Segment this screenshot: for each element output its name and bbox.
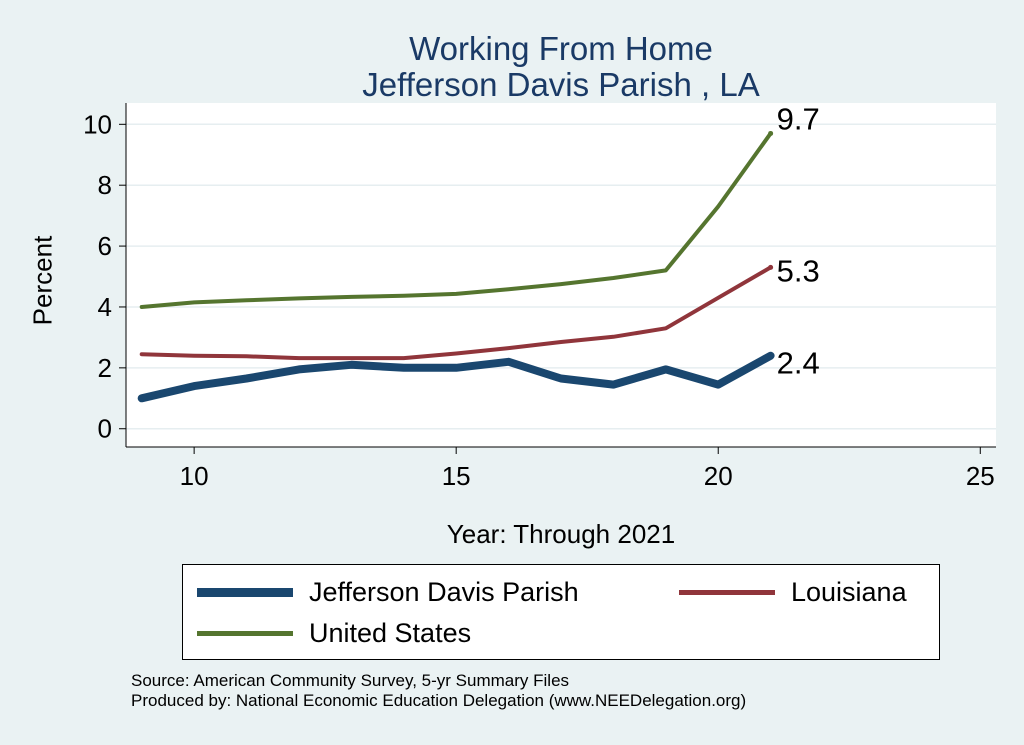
series-line-2: [139, 131, 773, 309]
legend-swatch-united-states: [197, 631, 293, 636]
legend-swatch-louisiana: [679, 590, 775, 595]
plot-area: [126, 103, 996, 447]
source-note: Source: American Community Survey, 5-yr …: [131, 671, 746, 711]
y-tick-label-10: 10: [83, 109, 112, 139]
x-axis-label: Year: Through 2021: [446, 519, 676, 549]
legend-item-louisiana: Louisiana: [679, 577, 907, 608]
legend-item-jefferson-davis: Jefferson Davis Parish: [197, 577, 579, 608]
source-line-1: Source: American Community Survey, 5-yr …: [131, 671, 570, 690]
end-label-2: 9.7: [777, 101, 820, 136]
legend-swatch-jefferson-davis: [197, 588, 293, 597]
y-tick-label-0: 0: [98, 414, 112, 444]
y-tick-label-6: 6: [98, 231, 112, 261]
series-line-0: [137, 351, 775, 403]
legend-label-jefferson-davis: Jefferson Davis Parish: [309, 577, 579, 607]
y-tick-label-8: 8: [98, 170, 112, 200]
end-label-0: 2.4: [777, 346, 820, 381]
x-tick-label-20: 20: [704, 461, 733, 491]
y-tick-label-4: 4: [98, 292, 112, 322]
y-tick-label-2: 2: [98, 353, 112, 383]
line-chart: 0 2 4 6 8 10 10 15 20 25 2.4 5.3 9.7: [83, 101, 996, 491]
chart-subtitle: Jefferson Davis Parish , LA: [362, 66, 760, 103]
series-line-1: [139, 265, 773, 361]
x-tick-label-10: 10: [180, 461, 209, 491]
series-endpoint-1: [768, 264, 774, 270]
legend: Jefferson Davis Parish Louisiana United …: [182, 564, 940, 660]
end-label-1: 5.3: [777, 253, 820, 288]
legend-label-united-states: United States: [309, 618, 472, 648]
series-endpoint-0: [768, 353, 774, 359]
chart-title: Working From Home: [409, 30, 713, 67]
series-endpoint-2: [768, 130, 774, 136]
x-tick-label-25: 25: [966, 461, 995, 491]
source-line-2: Produced by: National Economic Education…: [131, 691, 747, 710]
legend-item-united-states: United States: [197, 618, 471, 649]
legend-label-louisiana: Louisiana: [791, 577, 907, 607]
x-tick-label-15: 15: [442, 461, 471, 491]
